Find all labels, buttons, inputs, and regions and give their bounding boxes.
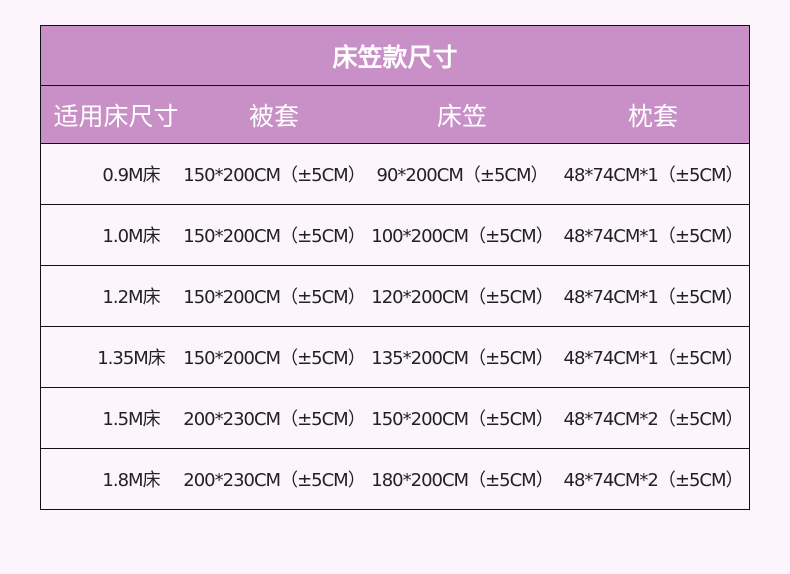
cell-pillowcase: 48*74CM*1（±5CM）: [563, 287, 744, 308]
size-table: 床笠款尺寸 适用床尺寸 被套 床笠 枕套 0.9M床 150*200CM（±5CM…: [40, 25, 750, 510]
table-row: 1.5M床 200*230CM（±5CM） 150*200CM（±5CM） 48*74…: [41, 388, 749, 449]
header-bed-size: 适用床尺寸: [53, 101, 179, 131]
cell-duvet-cover: 200*230CM（±5CM）: [183, 470, 365, 491]
cell-pillowcase: 48*74CM*1（±5CM）: [563, 348, 744, 369]
cell-duvet-cover: 150*200CM（±5CM）: [183, 226, 365, 247]
table-title: 床笠款尺寸: [41, 26, 749, 86]
cell-fitted-sheet: 150*200CM（±5CM）: [371, 409, 553, 430]
table-row: 1.0M床 150*200CM（±5CM） 100*200CM（±5CM） 48*74…: [41, 205, 749, 266]
cell-bed-size: 1.0M床: [102, 226, 160, 247]
cell-pillowcase: 48*74CM*2（±5CM）: [563, 409, 744, 430]
cell-bed-size: 1.2M床: [102, 287, 160, 308]
cell-fitted-sheet: 120*200CM（±5CM）: [371, 287, 553, 308]
table-row: 1.35M床 150*200CM（±5CM） 135*200CM（±5CM） 48*7…: [41, 327, 749, 388]
cell-duvet-cover: 150*200CM（±5CM）: [183, 165, 365, 186]
cell-bed-size: 1.8M床: [102, 470, 160, 491]
cell-pillowcase: 48*74CM*1（±5CM）: [563, 165, 744, 186]
table-row: 1.8M床 200*230CM（±5CM） 180*200CM（±5CM） 48*74…: [41, 449, 749, 509]
header-pillowcase: 枕套: [627, 101, 678, 131]
cell-bed-size: 0.9M床: [102, 165, 160, 186]
cell-duvet-cover: 150*200CM（±5CM）: [183, 348, 365, 369]
cell-fitted-sheet: 180*200CM（±5CM）: [371, 470, 553, 491]
table-row: 1.2M床 150*200CM（±5CM） 120*200CM（±5CM） 48*74…: [41, 266, 749, 327]
cell-bed-size: 1.35M床: [97, 348, 166, 369]
cell-fitted-sheet: 90*200CM（±5CM）: [376, 165, 549, 186]
header-duvet-cover: 被套: [248, 101, 299, 131]
cell-bed-size: 1.5M床: [102, 409, 160, 430]
cell-pillowcase: 48*74CM*2（±5CM）: [563, 470, 744, 491]
cell-duvet-cover: 200*230CM（±5CM）: [183, 409, 365, 430]
cell-pillowcase: 48*74CM*1（±5CM）: [563, 226, 744, 247]
cell-duvet-cover: 150*200CM（±5CM）: [183, 287, 365, 308]
header-fitted-sheet: 床笠: [436, 101, 487, 131]
cell-fitted-sheet: 135*200CM（±5CM）: [371, 348, 553, 369]
header-row: 适用床尺寸 被套 床笠 枕套: [41, 86, 749, 144]
cell-fitted-sheet: 100*200CM（±5CM）: [371, 226, 553, 247]
table-row: 0.9M床 150*200CM（±5CM） 90*200CM（±5CM） 48*74C…: [41, 144, 749, 205]
